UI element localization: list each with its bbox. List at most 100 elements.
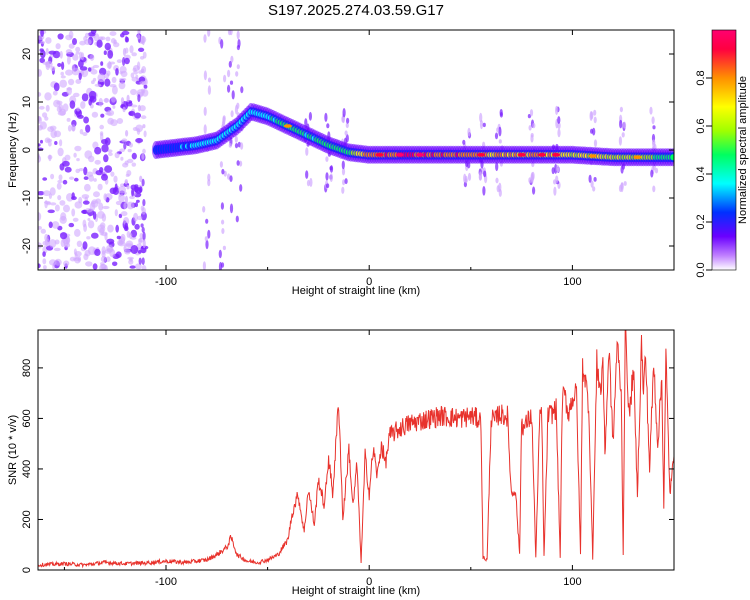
noise-streak xyxy=(306,179,311,187)
noise-streak xyxy=(122,57,126,66)
noise-blob xyxy=(81,93,89,102)
noise-blob xyxy=(82,200,90,205)
noise-blob xyxy=(133,186,140,193)
noise-blob xyxy=(131,162,137,167)
noise-blob xyxy=(67,55,71,65)
noise-blob xyxy=(66,117,71,122)
noise-blob xyxy=(82,219,87,228)
noise-blob xyxy=(130,88,137,96)
noise-blob xyxy=(128,142,133,148)
noise-streak xyxy=(222,115,226,122)
noise-streak xyxy=(463,181,467,188)
noise-streak xyxy=(236,64,240,70)
noise-streak xyxy=(220,262,225,268)
noise-blob xyxy=(110,171,115,177)
noise-blob xyxy=(99,227,105,236)
noise-streak xyxy=(240,142,244,150)
noise-blob xyxy=(87,32,96,37)
noise-streak xyxy=(207,179,211,187)
noise-blob xyxy=(87,218,91,221)
noise-blob xyxy=(74,201,83,209)
y-tick-label: 800 xyxy=(21,359,33,377)
noise-blob xyxy=(74,145,82,152)
noise-blob xyxy=(102,205,110,210)
colorbar-tick-label: 0.2 xyxy=(695,214,707,229)
noise-blob xyxy=(83,35,88,42)
noise-streak xyxy=(227,84,231,93)
noise-blob xyxy=(38,143,41,147)
noise-streak xyxy=(618,136,623,146)
noise-blob xyxy=(94,83,102,87)
noise-blob xyxy=(135,263,142,270)
noise-streak xyxy=(532,186,536,195)
noise-blob xyxy=(115,200,122,206)
noise-blob xyxy=(85,261,93,267)
noise-streak xyxy=(483,170,487,178)
ridge-peak xyxy=(633,155,642,159)
noise-blob xyxy=(39,48,44,52)
x-tick-label: 100 xyxy=(563,576,581,588)
noise-streak xyxy=(141,257,145,266)
noise-streak xyxy=(205,218,209,224)
noise-streak xyxy=(236,30,240,40)
noise-streak xyxy=(207,85,211,95)
noise-streak xyxy=(124,195,128,205)
noise-blob xyxy=(74,251,82,257)
noise-blob xyxy=(133,70,139,75)
noise-blob xyxy=(40,139,43,144)
noise-streak xyxy=(221,168,225,175)
noise-streak xyxy=(126,94,130,103)
noise-blob xyxy=(44,238,51,247)
noise-blob xyxy=(129,195,135,200)
noise-blob xyxy=(50,129,57,139)
noise-blob xyxy=(87,67,92,72)
noise-blob xyxy=(131,76,139,82)
noise-streak xyxy=(649,106,653,115)
noise-streak xyxy=(221,219,225,225)
noise-blob xyxy=(54,141,58,145)
noise-blob xyxy=(98,202,104,211)
noise-blob xyxy=(128,232,133,239)
noise-blob xyxy=(130,72,135,79)
noise-streak xyxy=(219,161,223,168)
noise-blob xyxy=(59,79,67,88)
noise-blob xyxy=(82,132,88,136)
noise-streak xyxy=(344,178,348,185)
noise-blob xyxy=(97,183,103,191)
noise-streak xyxy=(588,174,592,183)
noise-blob xyxy=(115,68,119,76)
noise-blob xyxy=(118,186,126,194)
noise-blob xyxy=(141,115,147,120)
noise-blob xyxy=(92,263,98,270)
noise-blob xyxy=(43,200,51,205)
noise-blob xyxy=(138,70,143,74)
noise-blob xyxy=(100,61,104,66)
noise-streak xyxy=(326,183,330,188)
noise-blob xyxy=(55,43,61,50)
noise-streak xyxy=(530,173,534,184)
noise-streak xyxy=(204,236,208,242)
noise-blob xyxy=(82,209,87,214)
noise-streak xyxy=(239,160,243,167)
noise-blob xyxy=(114,209,118,217)
noise-streak xyxy=(221,228,225,234)
noise-blob xyxy=(100,132,104,142)
noise-streak xyxy=(138,257,142,265)
noise-streak xyxy=(623,181,627,186)
noise-blob xyxy=(44,92,52,101)
noise-blob xyxy=(75,79,82,84)
noise-blob xyxy=(40,40,45,45)
noise-blob xyxy=(138,47,145,52)
noise-blob xyxy=(73,92,80,98)
noise-blob xyxy=(101,144,109,153)
noise-blob xyxy=(54,204,60,212)
noise-blob xyxy=(54,258,62,266)
noise-streak xyxy=(141,226,145,233)
noise-streak xyxy=(230,55,234,63)
noise-blob xyxy=(62,160,70,167)
noise-blob xyxy=(67,125,72,132)
noise-blob xyxy=(84,150,93,159)
noise-blob xyxy=(120,156,124,161)
noise-streak xyxy=(652,139,656,145)
noise-blob xyxy=(60,75,66,79)
